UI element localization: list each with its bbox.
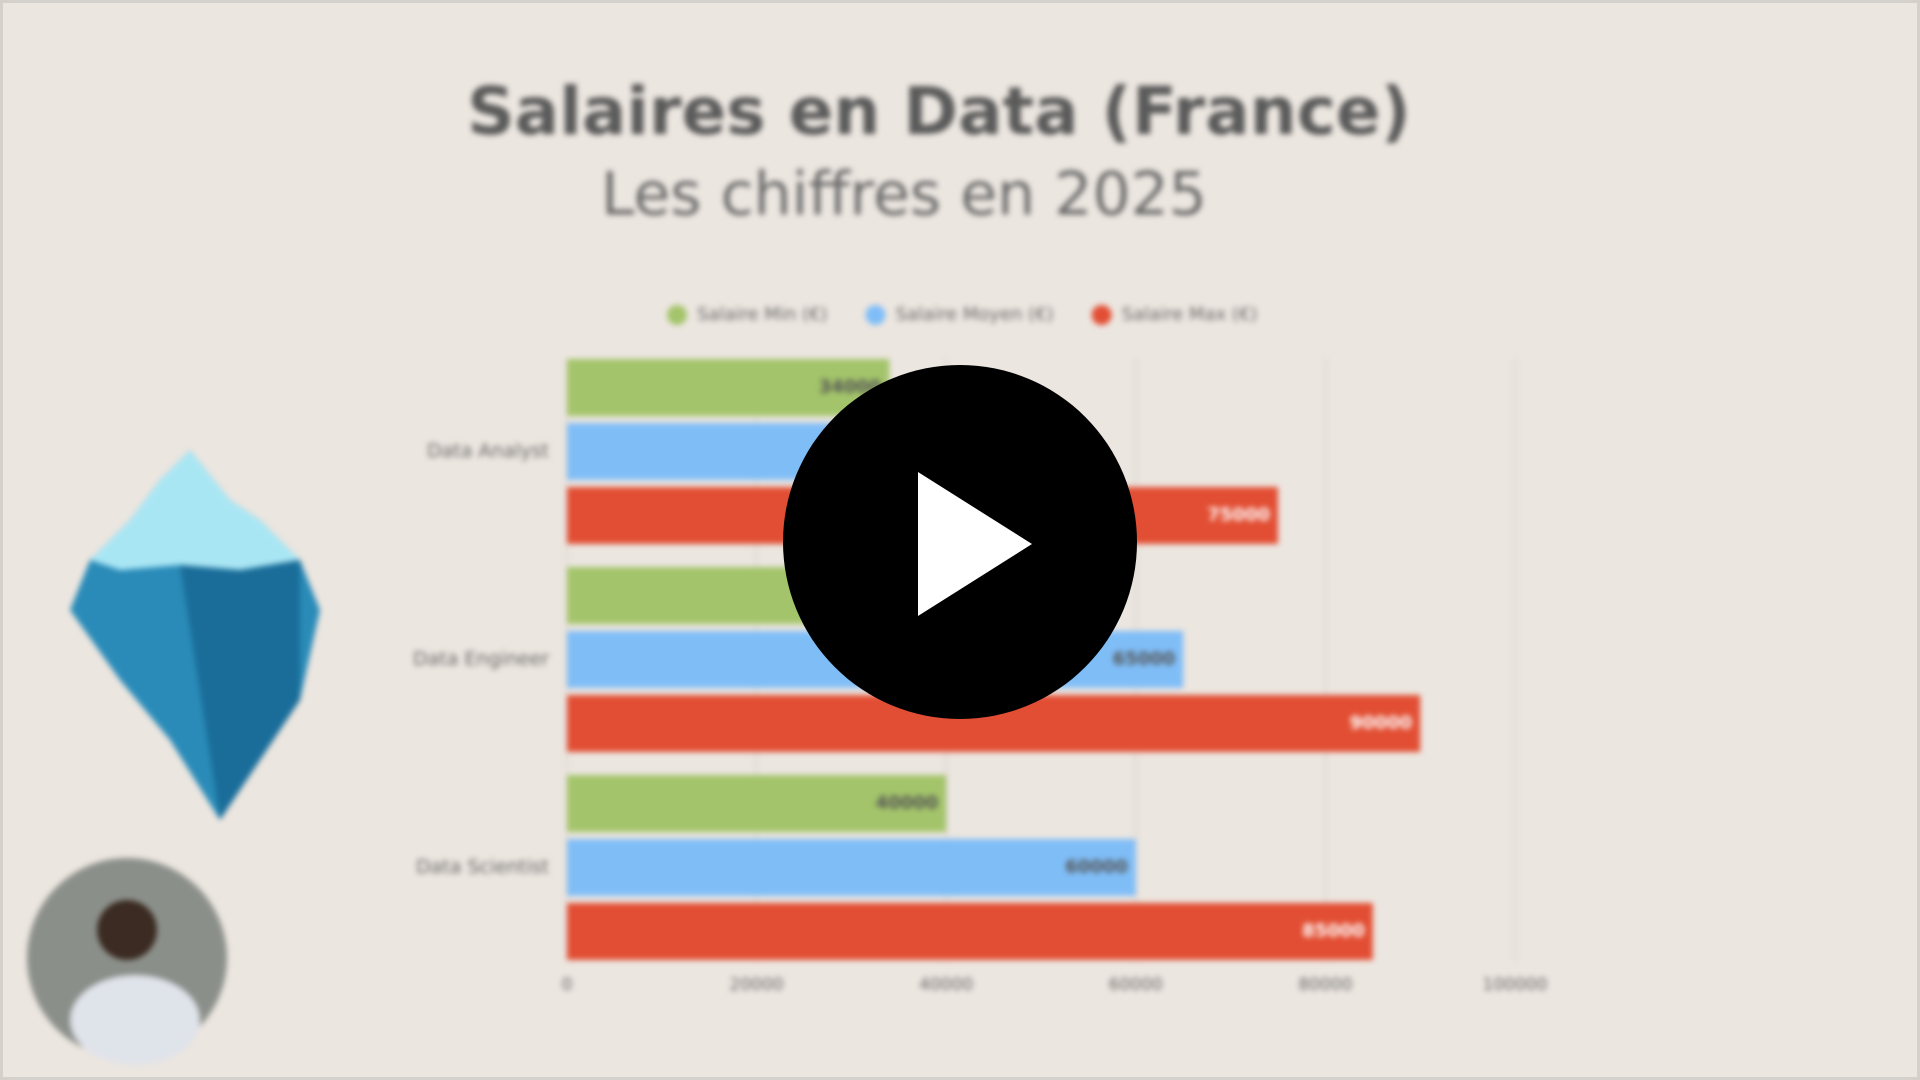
data-label: 40000 bbox=[876, 793, 939, 814]
x-tick-label: 80000 bbox=[1298, 975, 1352, 995]
legend-label: Salaire Max (€) bbox=[1122, 304, 1258, 325]
data-label: 85000 bbox=[1302, 921, 1365, 942]
play-button[interactable] bbox=[783, 365, 1137, 719]
chart: Salaires en Data (France) Les chiffres e… bbox=[27, 73, 1547, 1065]
x-tick-label: 20000 bbox=[730, 975, 784, 995]
x-tick-label: 0 bbox=[562, 975, 573, 995]
y-tick-label: Data Analyst bbox=[427, 440, 549, 462]
data-label: 75000 bbox=[1207, 505, 1270, 526]
legend-marker bbox=[1091, 305, 1112, 325]
data-label: 90000 bbox=[1350, 713, 1413, 734]
chart-subtitle: Les chiffres en 2025 bbox=[601, 160, 1207, 230]
y-tick-label: Data Scientist bbox=[416, 856, 549, 878]
bar bbox=[567, 775, 947, 832]
play-icon[interactable] bbox=[918, 472, 1032, 616]
bar bbox=[567, 359, 890, 416]
data-label: 65000 bbox=[1113, 649, 1176, 670]
iceberg bbox=[70, 450, 320, 820]
legend-marker bbox=[865, 305, 886, 325]
bar bbox=[567, 903, 1373, 960]
data-label: 60000 bbox=[1065, 857, 1128, 878]
plot-area: 0 20000 40000 60000 80000 100000 Salaire Min (… bbox=[413, 304, 1547, 995]
legend-marker bbox=[667, 305, 687, 325]
legend-label: Salaire Moyen (€) bbox=[895, 304, 1053, 325]
bar bbox=[567, 839, 1136, 896]
x-tick-label: 100000 bbox=[1483, 975, 1548, 995]
x-tick-label: 60000 bbox=[1109, 975, 1163, 995]
legend-label: Salaire Min (€) bbox=[697, 304, 827, 325]
presenter-avatar bbox=[27, 858, 227, 1065]
chart-title: Salaires en Data (France) bbox=[467, 73, 1411, 150]
y-tick-label: Data Engineer bbox=[413, 648, 549, 670]
x-tick-label: 40000 bbox=[919, 975, 973, 995]
